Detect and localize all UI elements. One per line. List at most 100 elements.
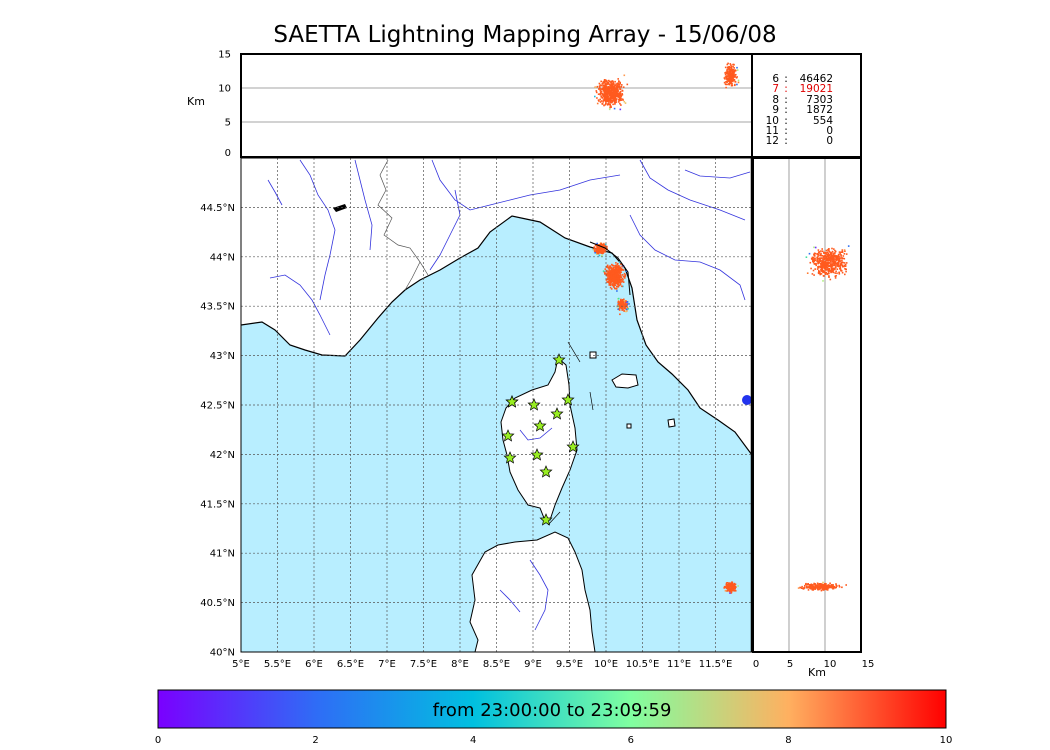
station-count-separator: :: [784, 73, 788, 85]
station-count-key: 6: [772, 73, 779, 85]
station-star-icon: [539, 513, 553, 526]
side-tick-label: 0: [753, 659, 759, 670]
station-count-key: 11: [765, 125, 779, 138]
station-count-value: 0: [826, 135, 833, 148]
lon-tick-label: 8.5°E: [483, 659, 510, 670]
station-count-value: 1872: [806, 104, 833, 117]
lat-tick-label: 43°N: [210, 351, 235, 362]
alt-axis-label: Km: [187, 95, 205, 108]
lat-tick-label: 40°N: [210, 648, 235, 659]
lon-tick-label: 6°E: [305, 659, 323, 670]
alt-tick-label: 0: [225, 148, 231, 159]
map-panel: [240, 157, 753, 653]
montecristo-island: [626, 423, 632, 429]
scan-line: [547, 511, 561, 526]
station-count-value: 46462: [799, 73, 833, 85]
station-count-key: 8: [772, 93, 779, 106]
lat-tick-label: 42.5°N: [200, 401, 235, 412]
lon-tick-label: 8°E: [451, 659, 469, 670]
station-count-value: 0: [826, 125, 833, 138]
ligurian-trajectory: [589, 241, 631, 296]
lat-tick-label: 41°N: [210, 549, 235, 560]
station-count-separator: :: [784, 83, 788, 96]
lat-tick-label: 44.5°N: [200, 203, 235, 214]
station-count-value: 7303: [806, 93, 833, 106]
figure-title: SAETTA Lightning Mapping Array - 15/06/0…: [273, 22, 777, 48]
lat-tick-label: 43.5°N: [200, 302, 235, 313]
lon-tick-label: 5.5°E: [264, 659, 291, 670]
alt-tick-label: 10: [218, 84, 231, 95]
station-star-icon: [503, 451, 517, 464]
lon-tick-label: 11°E: [667, 659, 691, 670]
station-markers: [501, 353, 580, 526]
lon-tick-label: 10°E: [594, 659, 618, 670]
lon-tick-label: 5°E: [232, 659, 250, 670]
station-star-icon: [561, 393, 575, 406]
station-star-icon: [530, 448, 544, 461]
station-star-icon: [505, 395, 519, 408]
station-star-icon: [533, 419, 547, 432]
lat-tick-label: 41.5°N: [200, 499, 235, 510]
giglio-island: [667, 418, 676, 428]
station-star-icon: [501, 429, 515, 442]
capraia-island: [589, 351, 597, 359]
lat-tick-label: 44°N: [210, 252, 235, 263]
colorbar-tick-label: 4: [470, 735, 476, 746]
station-count-separator: :: [784, 135, 788, 148]
lat-tick-label: 40.5°N: [200, 598, 235, 609]
station-count-row: 7:19021: [757, 83, 857, 96]
colorbar-tick-label: 8: [785, 735, 791, 746]
map-grid: [241, 158, 752, 652]
side-axis-label: Km: [808, 666, 826, 679]
side-tick-label: 10: [824, 659, 837, 670]
colorbar-gradient: [157, 689, 947, 729]
lon-tick-label: 7°E: [378, 659, 396, 670]
country-border: [377, 159, 429, 276]
lake: [742, 395, 752, 405]
side-panel: [750, 157, 862, 653]
station-count-table: 6:46462 7:19021 8:7303 9:1872 10:554 11:0 12:0: [757, 74, 857, 147]
station-count-separator: :: [784, 114, 788, 127]
station-count-separator: :: [784, 104, 788, 117]
station-count-row: 9: 1872: [757, 104, 857, 117]
station-count-key: 12: [765, 135, 779, 148]
station-count-row: 8: 7303: [757, 93, 857, 106]
station-star-icon: [566, 440, 580, 453]
station-count-row: 11: 0: [757, 125, 857, 138]
side-tick-label: 5: [787, 659, 793, 670]
colorbar-tick-label: 6: [628, 735, 634, 746]
station-star-icon: [550, 407, 564, 420]
alt-tick-label: 15: [218, 50, 231, 61]
station-count-separator: :: [784, 125, 788, 138]
station-count-value: 554: [812, 114, 833, 127]
station-count-key: 9: [772, 104, 779, 117]
lon-tick-label: 11.5°E: [699, 659, 733, 670]
colorbar-tick-label: 10: [940, 735, 953, 746]
station-count-row: 12: 0: [757, 135, 857, 148]
alt-tick-label: 5: [225, 118, 231, 129]
station-count-row: 10: 554: [757, 114, 857, 127]
scan-line: [589, 391, 594, 411]
lon-tick-label: 10.5°E: [626, 659, 660, 670]
scan-line: [567, 341, 581, 363]
colorbar-label: from 23:00:00 to 23:09:59: [432, 700, 672, 721]
station-count-separator: :: [784, 93, 788, 106]
station-star-icon: [539, 465, 553, 478]
station-count-key: 10: [765, 114, 779, 127]
colorbar-tick-label: 2: [312, 735, 318, 746]
lat-tick-label: 42°N: [210, 450, 235, 461]
side-lightning-points: [797, 245, 850, 592]
station-star-icon: [552, 353, 566, 366]
lon-tick-label: 7.5°E: [410, 659, 437, 670]
mainland-coastline: [241, 215, 752, 456]
altitude-panel: [240, 53, 862, 158]
lon-tick-label: 9.5°E: [556, 659, 583, 670]
lon-tick-label: 9°E: [524, 659, 542, 670]
corsica-island: [500, 357, 578, 521]
station-count-key: 7: [772, 83, 779, 96]
colorbar-tick-label: 0: [155, 735, 161, 746]
station-star-icon: [527, 398, 541, 411]
colorbar: 0 2 4 6 8 10: [155, 689, 953, 746]
altitude-lightning-points: [594, 62, 740, 111]
